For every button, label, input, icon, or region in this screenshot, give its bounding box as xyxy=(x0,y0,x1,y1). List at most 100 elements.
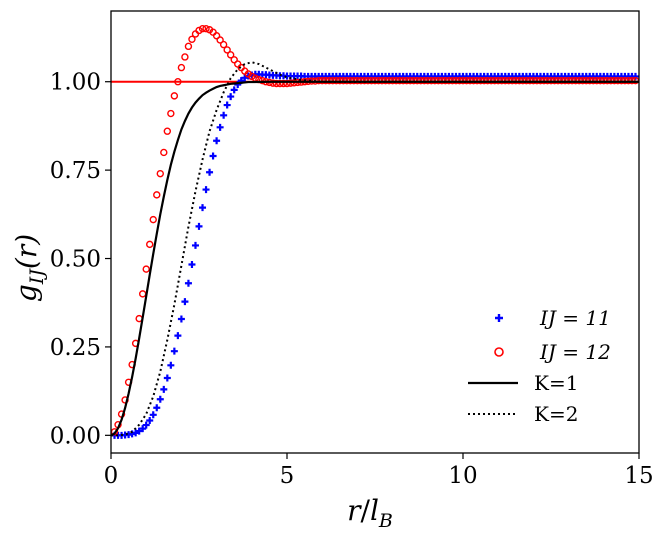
x-axis-label-sub: B xyxy=(378,510,393,532)
y-tick-label: 0.25 xyxy=(50,335,101,361)
data-point-plus xyxy=(216,123,224,131)
series-k-1 xyxy=(110,80,639,437)
data-point-circle xyxy=(184,42,193,51)
data-point-circle xyxy=(286,79,295,87)
data-point-plus xyxy=(135,427,143,435)
legend-label-k2: K=2 xyxy=(534,402,578,426)
series-line xyxy=(111,61,639,437)
data-point-plus xyxy=(174,332,182,340)
data-point-plus xyxy=(160,385,168,393)
tick-layer: 0 5 10 15 0.00 0.25 0.50 0.75 1.00 xyxy=(50,70,654,489)
data-point-circle xyxy=(191,30,200,38)
data-point-plus xyxy=(209,152,217,160)
legend-label-ij12: IJ = 12 xyxy=(539,340,611,364)
data-point-plus xyxy=(149,411,157,419)
x-tick-label: 15 xyxy=(624,463,653,489)
data-point-plus xyxy=(230,86,238,94)
data-point-circle xyxy=(230,56,238,64)
y-axis-label-main: g xyxy=(10,284,43,302)
data-point-plus xyxy=(227,93,235,101)
y-axis-label: gIJ(r) xyxy=(10,234,48,302)
legend-entry-ij11: IJ = 11 xyxy=(495,306,611,330)
data-point-circle xyxy=(177,63,186,72)
y-tick-label: 0.75 xyxy=(50,158,101,184)
legend-entry-k2: K=2 xyxy=(468,402,578,426)
legend-marker-circle xyxy=(494,347,504,357)
x-tick-label: 5 xyxy=(280,463,295,489)
data-point-plus xyxy=(199,204,207,212)
series-ij-11 xyxy=(111,70,639,439)
data-point-plus xyxy=(146,416,154,424)
data-point-circle xyxy=(198,24,207,33)
series-line xyxy=(110,80,639,437)
data-point-circle xyxy=(146,240,154,249)
data-point-circle xyxy=(226,51,235,59)
data-point-plus xyxy=(181,298,189,306)
y-axis-label-arg: (r) xyxy=(10,234,43,269)
legend-label-ij11: IJ = 11 xyxy=(539,306,611,330)
data-point-plus xyxy=(142,421,150,429)
data-point-circle xyxy=(160,148,168,157)
data-point-circle xyxy=(138,290,147,298)
data-point-plus xyxy=(139,425,147,433)
y-tick-label: 0.00 xyxy=(50,423,101,449)
data-point-circle xyxy=(272,79,281,88)
x-axis-label-slash: / xyxy=(361,494,371,527)
data-point-circle xyxy=(219,40,228,49)
data-point-circle xyxy=(258,76,267,85)
x-axis-label: r/lB xyxy=(347,494,393,532)
legend-label-k1: K=1 xyxy=(534,371,578,395)
data-point-circle xyxy=(269,79,277,87)
legend-entry-k1: K=1 xyxy=(468,371,578,395)
x-axis-label-main: r xyxy=(347,494,362,527)
legend: IJ = 11 IJ = 12 K=1 K=2 xyxy=(468,306,611,426)
data-point-circle xyxy=(142,265,150,273)
x-axis-label-var: l xyxy=(370,494,379,527)
y-tick-label: 0.50 xyxy=(50,247,101,273)
data-point-circle xyxy=(279,79,288,88)
data-point-plus xyxy=(184,279,192,287)
x-tick-label: 10 xyxy=(448,463,477,489)
data-point-plus xyxy=(631,72,639,80)
data-point-circle xyxy=(156,169,164,178)
data-point-circle xyxy=(181,53,189,61)
data-point-circle xyxy=(167,109,175,118)
data-point-circle xyxy=(195,26,203,35)
data-point-circle xyxy=(163,127,172,135)
data-point-circle xyxy=(174,78,182,86)
data-point-plus xyxy=(202,186,210,194)
data-point-plus xyxy=(213,137,221,145)
series-k-2 xyxy=(111,61,639,437)
data-point-circle xyxy=(153,191,161,199)
data-point-circle xyxy=(283,79,291,88)
data-point-circle xyxy=(170,92,179,100)
data-point-plus xyxy=(163,374,171,382)
plot-frame xyxy=(110,10,640,454)
data-point-circle xyxy=(149,215,157,224)
data-point-circle xyxy=(223,46,231,54)
data-point-plus xyxy=(206,168,214,176)
series-layer xyxy=(110,24,640,439)
data-point-circle xyxy=(188,35,196,43)
data-point-plus xyxy=(153,404,161,412)
data-point-circle xyxy=(216,36,224,44)
data-point-plus xyxy=(132,429,140,437)
data-point-plus xyxy=(191,241,199,249)
data-point-plus xyxy=(223,101,231,109)
data-point-circle xyxy=(202,24,210,33)
data-point-circle xyxy=(234,60,242,68)
data-point-circle xyxy=(212,32,221,40)
data-point-plus xyxy=(241,74,249,82)
legend-entry-ij12: IJ = 12 xyxy=(494,340,611,364)
y-axis-label-sub: IJ xyxy=(26,268,48,286)
data-point-plus xyxy=(156,395,164,403)
x-tick-label: 0 xyxy=(104,463,119,489)
data-point-plus xyxy=(220,111,228,119)
legend-marker-plus xyxy=(495,314,503,322)
data-point-plus xyxy=(170,347,178,355)
data-point-circle xyxy=(248,72,256,81)
data-point-circle xyxy=(276,79,284,88)
data-point-plus xyxy=(195,222,203,230)
data-point-plus xyxy=(188,261,196,269)
